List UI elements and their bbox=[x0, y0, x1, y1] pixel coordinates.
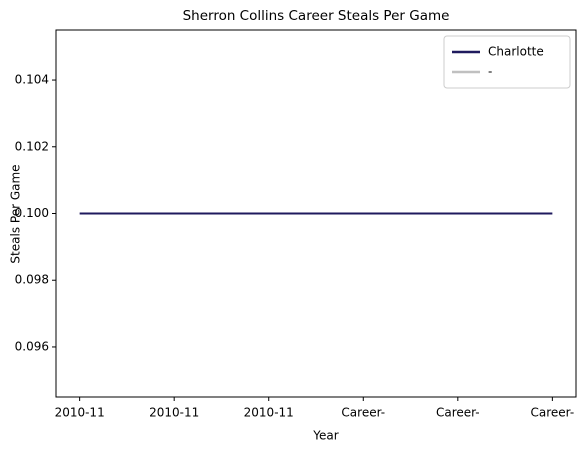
y-tick-label: 0.098 bbox=[15, 273, 49, 287]
y-axis-label: Steals Per Game bbox=[9, 164, 23, 263]
y-tick-label: 0.096 bbox=[15, 339, 49, 353]
x-tick-label: Career- bbox=[531, 406, 575, 420]
y-tick-label: 0.104 bbox=[15, 73, 49, 87]
x-tick-label: Career- bbox=[436, 406, 480, 420]
plot-frame bbox=[55, 29, 577, 398]
x-tick-label: 2010-11 bbox=[244, 406, 294, 420]
chart-title: Sherron Collins Career Steals Per Game bbox=[183, 8, 450, 24]
x-tick-label: 2010-11 bbox=[149, 406, 199, 420]
x-axis-label: Year bbox=[312, 429, 338, 443]
y-tick-label: 0.102 bbox=[15, 139, 49, 153]
legend-label: - bbox=[488, 65, 492, 79]
legend-box bbox=[443, 35, 571, 89]
legend-label: Charlotte bbox=[488, 45, 544, 59]
y-tick-label: 0.100 bbox=[15, 206, 49, 220]
x-tick-label: Career- bbox=[341, 406, 385, 420]
x-tick-label: 2010-11 bbox=[55, 406, 105, 420]
